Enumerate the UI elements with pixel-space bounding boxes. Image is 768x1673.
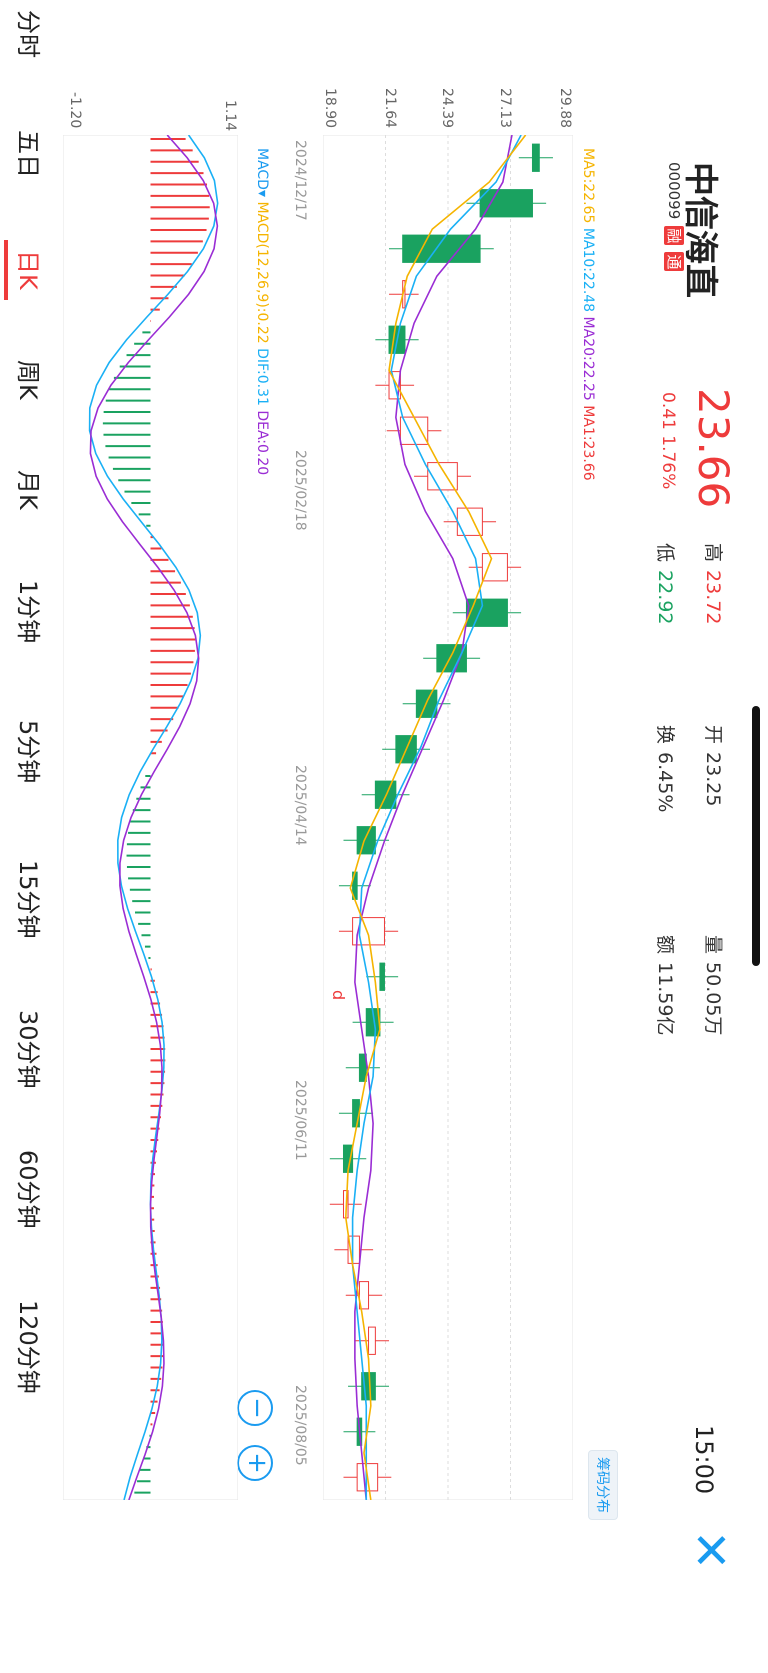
stat-open-label: 开 [702,725,724,745]
stat-low: 低 22.92 [653,543,680,624]
candle [368,1326,376,1355]
date-label-5: 2025/08/05 [292,1385,308,1466]
candle [356,826,376,855]
ma20-line [354,135,513,1500]
stat-high-value: 23.72 [702,570,724,625]
macd-value: MACD(12,26,9):0.22 [254,201,270,344]
candle [379,962,385,991]
price-tick-5: 18.90 [322,88,338,129]
stat-turnover: 换 6.45% [653,725,680,812]
price-tick-1: 29.88 [557,88,573,129]
candle [358,1281,370,1310]
ma5-line [344,135,527,1500]
tab-10[interactable]: 120分钟 [14,1300,42,1394]
current-price: 23.66 [689,388,738,509]
change-percent: 1.76% [658,435,678,490]
candlestick-chart[interactable] [323,135,573,1500]
tab-0[interactable]: 分时 [14,10,42,58]
ma-legend: MA5:22.65 MA10:22.48 MA20:22.25 MA1:23.6… [580,148,596,481]
period-tabs: 分时五日日K 周K 月K 1分钟 5分钟 15分钟 30分钟 60分钟 120分钟 [4,0,48,1673]
connect-badge: 通 [664,252,684,272]
ma1-legend: MA1:23.66 [580,405,596,481]
stat-volume: 量 50.05万 [701,935,728,1035]
candle [531,143,540,172]
price-change: 0.41 1.76% [658,392,678,489]
candle [479,189,533,218]
dea-line [89,135,219,1500]
close-icon[interactable]: ✕ [682,1530,738,1571]
price-tick-4: 21.64 [382,88,398,129]
stat-turnover-label: 换 [654,725,676,745]
change-value: 0.41 [658,392,678,430]
date-label-1: 2024/12/17 [292,140,308,221]
stock-code: 000099 [665,162,683,220]
home-indicator [752,706,760,966]
macd-selector[interactable]: MACD [254,148,270,190]
tab-1[interactable]: 五日 [14,130,42,178]
zoom-out-button[interactable]: − [237,1390,273,1426]
candle [358,1053,367,1082]
active-tab-underline [4,240,8,300]
stat-amount: 额 11.59亿 [653,935,680,1035]
stat-amount-label: 额 [654,935,676,955]
price-tick-2: 27.13 [497,88,513,129]
stat-low-value: 22.92 [654,570,676,625]
tab-5[interactable]: 1分钟 [14,580,42,644]
tab-6[interactable]: 5分钟 [14,720,42,784]
macd-chart[interactable] [63,135,238,1500]
tab-3[interactable]: 周K [14,360,42,400]
stock-name: 中信海直 [680,162,720,298]
margin-badge: 融 [664,226,684,246]
chip-distribution-button[interactable]: 筹码分布 [588,1450,618,1520]
macd-legend: MACD▾ MACD(12,26,9):0.22 DIF:0.31 DEA:0.… [254,148,270,475]
date-label-3: 2025/04/14 [292,765,308,846]
tab-7[interactable]: 15分钟 [14,860,42,939]
tab-9[interactable]: 60分钟 [14,1150,42,1229]
stat-low-label: 低 [654,543,676,563]
low-marker: d [329,990,348,1001]
price-tick-3: 24.39 [439,88,455,129]
stat-volume-value: 50.05万 [702,962,724,1036]
ma20-legend: MA20:22.25 [580,316,596,401]
quote-time: 15:00 [690,1425,718,1495]
date-label-4: 2025/06/11 [292,1080,308,1161]
ma10-legend: MA10:22.48 [580,227,596,313]
stat-high: 高 23.72 [701,543,728,624]
stat-open-value: 23.25 [702,752,724,807]
tab-4[interactable]: 月K [14,470,42,510]
candle [481,553,508,582]
macd-tick-bottom: -1.20 [67,92,83,129]
candle [402,234,481,263]
stat-high-label: 高 [702,543,724,563]
tab-8[interactable]: 30分钟 [14,1010,42,1089]
stat-volume-label: 量 [702,935,724,955]
stat-open: 开 23.25 [701,725,728,806]
chevron-down-icon[interactable]: ▾ [254,189,270,197]
macd-frame [63,135,238,1500]
stock-code-row: 000099 融 通 [664,162,684,272]
macd-tick-top: 1.14 [222,100,238,132]
dif-value: DIF:0.31 [254,348,270,406]
dea-value: DEA:0.20 [254,410,270,476]
candle [436,644,467,673]
ma5-legend: MA5:22.65 [580,148,596,224]
date-label-2: 2025/02/18 [292,450,308,531]
tab-2[interactable]: 日K [14,250,42,290]
dif-line [88,135,219,1500]
stat-turnover-value: 6.45% [654,752,676,813]
candle [465,598,508,627]
zoom-in-button[interactable]: + [237,1445,273,1481]
stat-amount-value: 11.59亿 [654,962,676,1036]
